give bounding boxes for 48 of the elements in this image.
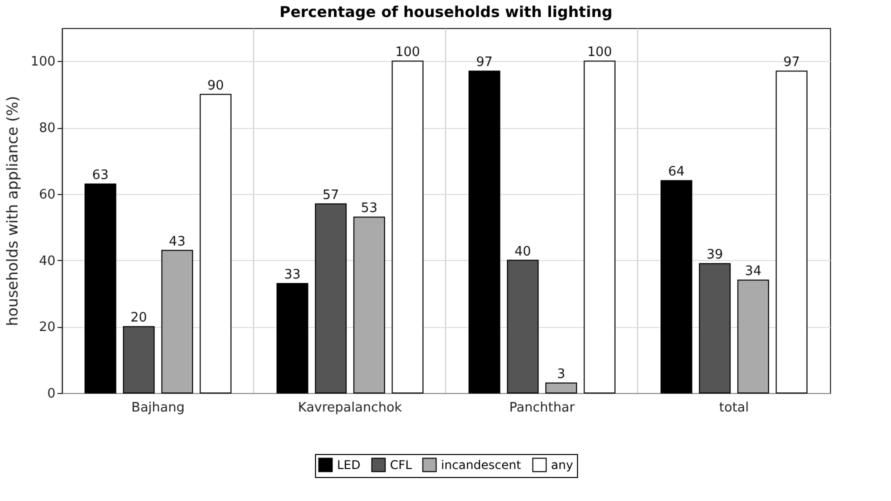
bar [776, 70, 808, 394]
bar [314, 203, 347, 394]
legend-label: LED [337, 458, 361, 472]
data-label: 100 [587, 45, 612, 60]
legend-label: incandescent [441, 458, 522, 472]
x-tick-label: Kavrepalanchok [298, 400, 402, 416]
data-label: 34 [744, 264, 762, 280]
data-label: 57 [322, 188, 340, 203]
bar [506, 260, 539, 394]
legend-label: CFL [390, 458, 412, 472]
legend-label: any [551, 458, 574, 472]
data-label: 97 [783, 55, 800, 70]
y-tick-label: 0 [47, 386, 56, 402]
data-label: 90 [207, 78, 224, 94]
bar [660, 180, 692, 394]
data-label: 100 [395, 45, 420, 60]
y-tick-label: 40 [38, 254, 56, 269]
x-tick-label: total [719, 400, 749, 416]
y-tick-label: 80 [38, 121, 56, 136]
bar [392, 60, 424, 394]
data-label: 53 [360, 201, 378, 216]
bar [353, 216, 386, 394]
bar [161, 250, 194, 394]
x-tick-label: Panchthar [509, 400, 576, 416]
data-label: 97 [476, 55, 493, 70]
y-axis-title: households with appliance (%) [4, 96, 22, 326]
data-label: 63 [92, 168, 109, 183]
bar [584, 60, 616, 394]
bar [200, 94, 232, 394]
y-tick-label: 20 [38, 320, 56, 336]
bar [545, 382, 578, 394]
data-label: 64 [668, 164, 685, 180]
data-label: 39 [706, 248, 724, 263]
data-label: 20 [130, 310, 148, 326]
y-tick-label: 60 [38, 187, 56, 202]
x-tick-label: Bajhang [131, 400, 185, 416]
bar [468, 70, 500, 394]
data-label: 43 [168, 234, 186, 250]
bar [698, 263, 731, 394]
bar [737, 280, 770, 394]
bar [276, 283, 308, 394]
chart-title: Percentage of households with lighting [279, 3, 613, 21]
bar [84, 183, 116, 394]
data-label: 33 [284, 268, 301, 282]
bar [122, 326, 155, 394]
data-label: 3 [557, 367, 566, 382]
y-tick-label: 100 [30, 54, 56, 70]
data-label: 40 [514, 244, 532, 260]
